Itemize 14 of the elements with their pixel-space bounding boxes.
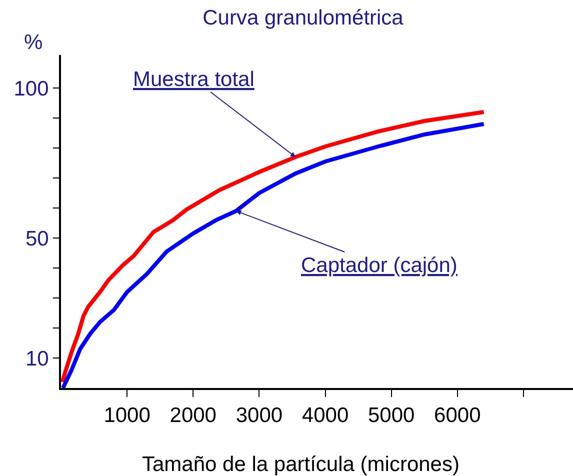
x-tick-label: 1000 <box>104 404 150 428</box>
x-axis-title: Tamaño de la partícula (micrones) <box>142 453 460 476</box>
y-tick-label: 10 <box>25 347 49 370</box>
x-tick-label: 4000 <box>302 404 349 428</box>
annotation: Captador (cajón) <box>301 254 458 277</box>
y-tick-label: 100 <box>14 77 49 100</box>
chart-title: Curva granulométrica <box>202 6 404 30</box>
x-tick-label: 5000 <box>368 404 415 428</box>
x-tick-label: 2000 <box>170 404 216 428</box>
x-tick-label: 3000 <box>236 404 283 428</box>
annotation: Muestra total <box>133 68 254 91</box>
y-tick-label: 50 <box>25 227 49 250</box>
y-axis-title: % <box>24 31 43 54</box>
x-tick-label: 6000 <box>434 404 481 428</box>
